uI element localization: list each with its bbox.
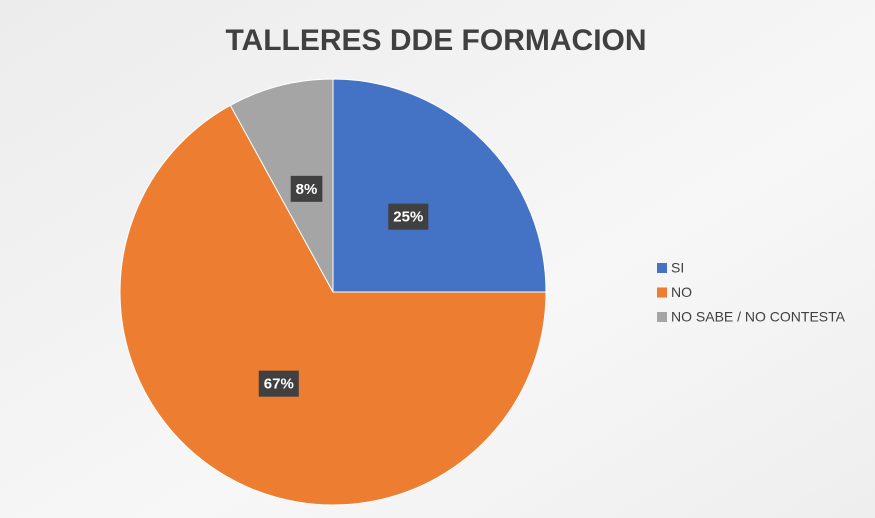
- value-label-box: [388, 203, 429, 230]
- legend-label: NO: [671, 284, 692, 300]
- pie-slice: [332, 78, 547, 293]
- chart-title: TALLERES DDE FORMACION: [225, 24, 646, 57]
- legend-label: SI: [671, 260, 684, 276]
- legend-swatch: [657, 312, 667, 322]
- value-label: 67%: [264, 376, 294, 393]
- value-label-box: [290, 175, 323, 202]
- pie-slice: [119, 104, 547, 506]
- legend-swatch: [657, 287, 667, 298]
- legend-label: NO SABE / NO CONTESTA: [671, 309, 846, 325]
- pie-slice: [229, 78, 334, 293]
- value-label: 25%: [393, 209, 423, 226]
- legend-swatch: [657, 263, 667, 273]
- value-label-box: [258, 370, 299, 397]
- value-label: 8%: [296, 181, 318, 198]
